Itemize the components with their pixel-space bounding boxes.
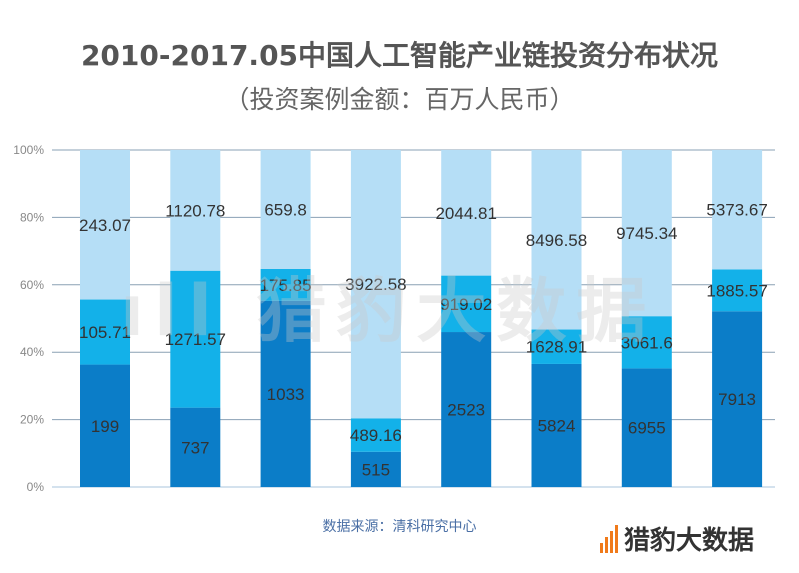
y-tick-label: 60% bbox=[20, 278, 44, 292]
bar-segment-top bbox=[441, 150, 492, 276]
data-label: 5824 bbox=[538, 416, 576, 435]
data-label: 5373.67 bbox=[706, 201, 767, 220]
data-label: 1628.91 bbox=[526, 338, 587, 357]
data-label: 7913 bbox=[718, 390, 756, 409]
bar-segment-bottom bbox=[350, 451, 401, 487]
data-label: 489.16 bbox=[350, 426, 402, 445]
data-label: 919.02 bbox=[440, 295, 492, 314]
data-label: 6955 bbox=[628, 419, 666, 438]
bar-segment-top bbox=[531, 150, 582, 330]
bar-segment-bottom bbox=[260, 300, 311, 487]
bar-segment-middle bbox=[621, 316, 672, 369]
data-label: 1120.78 bbox=[165, 201, 225, 220]
data-label: 1033 bbox=[267, 385, 305, 404]
bar-segment-bottom bbox=[80, 364, 130, 487]
bar-segment-bottom bbox=[441, 332, 492, 487]
logo: 猎豹大数据 bbox=[600, 520, 754, 557]
data-source: 数据来源：清科研究中心 bbox=[322, 519, 477, 535]
bar-segment-top bbox=[712, 150, 763, 270]
chart-subtitle: （投资案例金额：百万人民币） bbox=[224, 85, 575, 114]
data-label: 2044.81 bbox=[435, 204, 496, 223]
watermark: ıll 猎豹大数据 bbox=[120, 270, 657, 352]
bar-segment-middle bbox=[350, 418, 401, 452]
bar-segment-top bbox=[80, 150, 130, 300]
y-tick-label: 0% bbox=[27, 480, 45, 494]
bar-segment-bottom bbox=[531, 363, 582, 487]
data-label: 1271.57 bbox=[165, 330, 226, 349]
y-tick-label: 100% bbox=[13, 143, 44, 157]
data-label: 3922.58 bbox=[345, 275, 406, 294]
chart-title: 2010-2017.05中国人工智能产业链投资分布状况 bbox=[80, 39, 719, 72]
data-label: 243.07 bbox=[79, 216, 131, 235]
y-tick-label: 40% bbox=[20, 345, 44, 359]
data-label: 199 bbox=[91, 417, 119, 436]
bar-segment-bottom bbox=[170, 407, 221, 487]
bar-segment-middle bbox=[441, 275, 492, 333]
bar-segment-bottom bbox=[712, 311, 763, 487]
bar-segment-middle bbox=[712, 269, 763, 312]
data-label: 175.85 bbox=[260, 276, 312, 295]
data-label: 1885.57 bbox=[706, 281, 767, 300]
data-label: 659.8 bbox=[264, 200, 307, 219]
bar-segment-middle bbox=[531, 329, 582, 364]
bar-segment-top bbox=[350, 150, 401, 419]
logo-bars-icon bbox=[600, 524, 618, 553]
data-label: 8496.58 bbox=[526, 231, 587, 250]
bar-segment-middle bbox=[170, 270, 221, 408]
data-label: 105.71 bbox=[79, 323, 131, 342]
bar-segment-middle bbox=[260, 268, 311, 301]
data-label: 2523 bbox=[447, 401, 485, 420]
bar-segment-top bbox=[260, 150, 311, 269]
bar-segment-bottom bbox=[621, 368, 672, 487]
bar-segment-middle bbox=[80, 299, 130, 365]
y-tick-label: 20% bbox=[20, 413, 44, 427]
bar-segment-top bbox=[621, 150, 672, 317]
logo-text: 猎豹大数据 bbox=[624, 526, 755, 556]
data-label: 737 bbox=[181, 438, 209, 457]
data-label: 9745.34 bbox=[616, 224, 677, 243]
data-label: 3061.6 bbox=[621, 333, 673, 352]
data-label: 515 bbox=[362, 460, 390, 479]
y-tick-label: 80% bbox=[20, 210, 44, 224]
bar-segment-top bbox=[170, 150, 221, 271]
